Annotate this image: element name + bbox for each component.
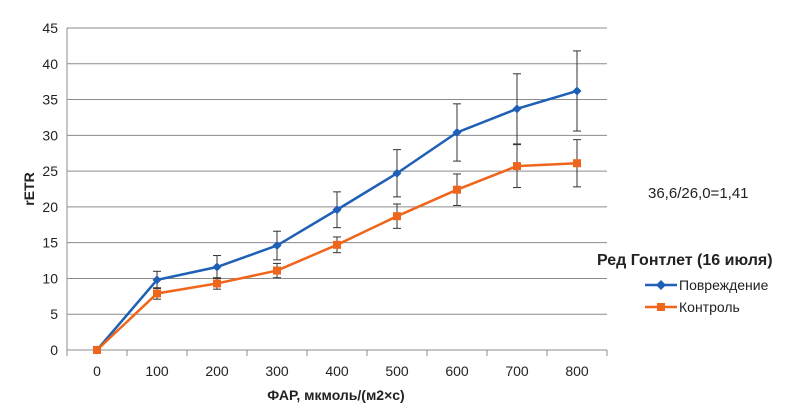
data-point-square <box>453 185 461 194</box>
data-point-diamond <box>332 205 342 215</box>
data-point-diamond <box>152 275 162 285</box>
y-tick-label-25: 25 <box>42 163 58 179</box>
tick-labels: 0 5 10 15 20 25 30 35 40 45 0 100 200 300 400 500 600 700… <box>42 20 588 379</box>
y-tick-label-10: 10 <box>42 270 58 286</box>
diamond-marker-icon <box>645 280 677 290</box>
series-layer <box>92 50 582 355</box>
x-tick-label-200: 200 <box>205 363 229 379</box>
x-tick-label-700: 700 <box>505 363 529 379</box>
x-tick-label-400: 400 <box>325 363 349 379</box>
legend-title: Ред Гонтлет (16 июля) <box>597 252 773 269</box>
data-point-square <box>213 279 221 288</box>
legend-label-povrezhdenie: Повреждение <box>679 277 769 293</box>
grid-lines <box>67 27 607 315</box>
ratio-annotation: 36,6/26,0=1,41 <box>648 185 749 202</box>
legend-item-kontrol: Контроль <box>597 296 790 318</box>
y-tick-label-40: 40 <box>42 56 58 72</box>
data-point-diamond <box>212 262 222 272</box>
y-tick-label-20: 20 <box>42 199 58 215</box>
y-tick-label-45: 45 <box>42 20 58 36</box>
data-point-diamond <box>392 168 402 178</box>
y-tick-label-35: 35 <box>42 92 58 108</box>
data-point-square <box>333 240 341 249</box>
data-point-diamond <box>572 86 582 96</box>
series-kontrol <box>93 139 581 354</box>
series-line <box>96 161 578 351</box>
legend: Ред Гонтлет (16 июля) Повреждение Контро… <box>597 252 790 318</box>
series-povrezhdenie <box>92 50 582 355</box>
data-point-square <box>573 159 581 168</box>
square-marker-icon <box>645 303 677 311</box>
data-point-diamond <box>512 104 522 114</box>
legend-label-kontrol: Контроль <box>679 299 740 315</box>
x-tick-label-600: 600 <box>445 363 469 379</box>
data-point-square <box>273 266 281 275</box>
y-axis-title: rETR <box>21 172 37 205</box>
x-tick-label-500: 500 <box>385 363 409 379</box>
x-axis-title: ФАР, мкмоль/(м2×с) <box>267 387 404 403</box>
data-point-diamond <box>272 241 282 251</box>
data-point-square <box>513 162 521 171</box>
legend-item-povrezhdenie: Повреждение <box>597 274 790 296</box>
x-tick-label-0: 0 <box>93 363 101 379</box>
y-tick-label-15: 15 <box>42 235 58 251</box>
x-tick-label-800: 800 <box>565 363 589 379</box>
data-point-square <box>393 212 401 221</box>
x-tick-label-300: 300 <box>265 363 289 379</box>
y-tick-label-5: 5 <box>50 306 58 322</box>
y-tick-label-30: 30 <box>42 127 58 143</box>
y-tick-label-0: 0 <box>50 342 58 358</box>
axes <box>66 28 608 356</box>
data-point-diamond <box>452 127 462 137</box>
data-point-square <box>93 346 101 354</box>
x-tick-label-100: 100 <box>145 363 169 379</box>
data-point-square <box>153 289 161 298</box>
